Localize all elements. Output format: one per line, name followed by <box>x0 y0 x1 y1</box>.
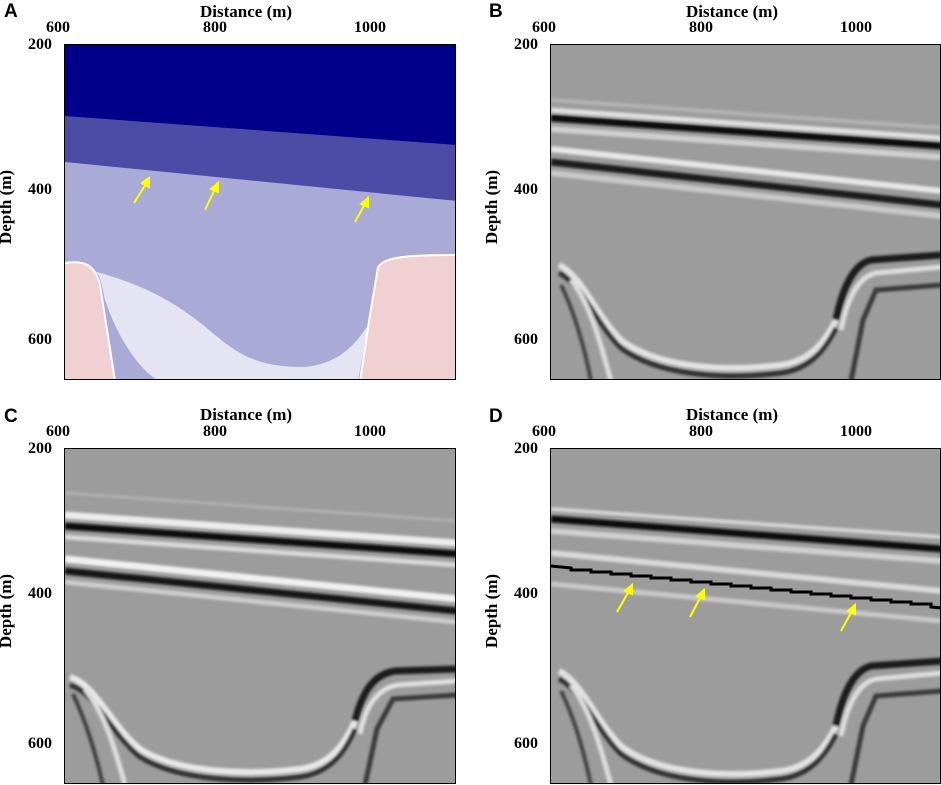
x-tick-b-800: 800 <box>689 19 713 36</box>
x-tick-d-600: 600 <box>532 423 556 440</box>
seismic-image-c <box>65 449 455 783</box>
x-tick-a-800: 800 <box>203 19 227 36</box>
arrow-a-1 <box>133 183 147 204</box>
arrow-a-2 <box>204 188 216 211</box>
y-tick-a-200: 200 <box>28 36 52 53</box>
y-tick-a-400: 400 <box>28 181 52 198</box>
reflector-b-1-white <box>551 107 940 141</box>
channel-b-white <box>557 262 839 371</box>
y-axis-label-c: Depth (m) <box>0 573 16 649</box>
x-tick-b-600: 600 <box>532 19 556 36</box>
reflector-b-1 <box>551 114 940 150</box>
panel-letter-c: C <box>4 406 18 427</box>
arrows-a <box>133 176 369 223</box>
x-tick-c-800: 800 <box>203 423 227 440</box>
y-tick-b-600: 600 <box>514 331 538 348</box>
arrow-a-1-head <box>140 176 150 189</box>
basement-left-edge <box>65 261 116 379</box>
arrow-a-3 <box>354 203 366 223</box>
arrow-d-3 <box>840 610 853 632</box>
arrows-d <box>616 582 856 632</box>
seismic-image-d <box>551 449 940 783</box>
y-tick-d-400: 400 <box>514 585 538 602</box>
basement-right-flank <box>359 266 379 379</box>
channel-c-white <box>68 674 358 776</box>
panel-letter-b: B <box>489 1 503 22</box>
arrow-a-3-head <box>359 195 369 209</box>
x-axis-label-a: Distance (m) <box>200 2 293 21</box>
reflector-d-1 <box>551 515 940 553</box>
velocity-model-frame <box>64 44 456 380</box>
channel-d-dark <box>557 676 839 783</box>
panel-letter-a: A <box>4 1 18 22</box>
reflector-c-1 <box>65 522 455 558</box>
y-tick-d-600: 600 <box>514 735 538 752</box>
channel-c-dark <box>69 682 358 783</box>
arrow-d-1-head <box>623 582 633 596</box>
panel-letter-d: D <box>489 406 503 427</box>
reflector-b-2 <box>551 158 940 209</box>
x-axis-label-c: Distance (m) <box>200 405 293 424</box>
reflector-c-1-white <box>65 511 455 547</box>
x-tick-d-1000: 1000 <box>840 423 872 440</box>
arrow-d-2 <box>689 595 702 618</box>
y-axis-label-b: Depth (m) <box>482 169 502 245</box>
y-tick-b-200: 200 <box>514 36 538 53</box>
x-tick-c-600: 600 <box>46 423 70 440</box>
reflector-b-1-side <box>551 126 940 160</box>
y-tick-d-200: 200 <box>514 440 538 457</box>
channel-infill <box>90 270 368 379</box>
layer-2-region <box>65 116 455 201</box>
x-tick-b-1000: 1000 <box>840 19 872 36</box>
arrow-a-2-head <box>209 180 219 194</box>
channel-b-dark <box>557 270 839 379</box>
basement-right-edge <box>377 254 455 268</box>
seismic-image-b-frame <box>550 44 941 380</box>
channel-d-white <box>557 668 839 777</box>
reflector-b-2-side <box>551 170 940 219</box>
x-axis-label-b: Distance (m) <box>686 2 779 21</box>
reflector-c-2-white <box>65 555 455 603</box>
y-tick-c-200: 200 <box>28 440 52 457</box>
y-tick-c-600: 600 <box>28 735 52 752</box>
channel-c-right-edge <box>351 665 455 722</box>
seismic-image-c-frame <box>64 448 456 784</box>
x-tick-a-600: 600 <box>46 19 70 36</box>
y-tick-c-400: 400 <box>28 585 52 602</box>
arrow-d-2-head <box>695 587 705 601</box>
velocity-model <box>65 45 455 379</box>
arrow-d-3-head <box>846 602 856 616</box>
y-axis-label-a: Depth (m) <box>0 169 16 245</box>
basement-right <box>360 255 455 379</box>
basement-left <box>65 262 115 379</box>
reflector-b-faint <box>551 98 940 130</box>
x-axis-label-d: Distance (m) <box>686 405 779 424</box>
y-tick-b-400: 400 <box>514 181 538 198</box>
channel-b-right-edge <box>832 251 940 321</box>
interpreted-boundary-d <box>551 564 940 610</box>
seismic-image-d-frame <box>550 448 941 784</box>
y-tick-a-600: 600 <box>28 331 52 348</box>
y-axis-label-d: Depth (m) <box>482 573 502 649</box>
reflector-b-2-white <box>551 146 940 194</box>
seismic-image-b <box>551 45 940 379</box>
x-tick-c-1000: 1000 <box>354 423 386 440</box>
x-tick-d-800: 800 <box>689 423 713 440</box>
channel-d-right-edge <box>832 657 940 727</box>
reflector-c-2 <box>65 567 455 615</box>
x-tick-a-1000: 1000 <box>354 19 386 36</box>
arrow-d-1 <box>616 590 630 613</box>
